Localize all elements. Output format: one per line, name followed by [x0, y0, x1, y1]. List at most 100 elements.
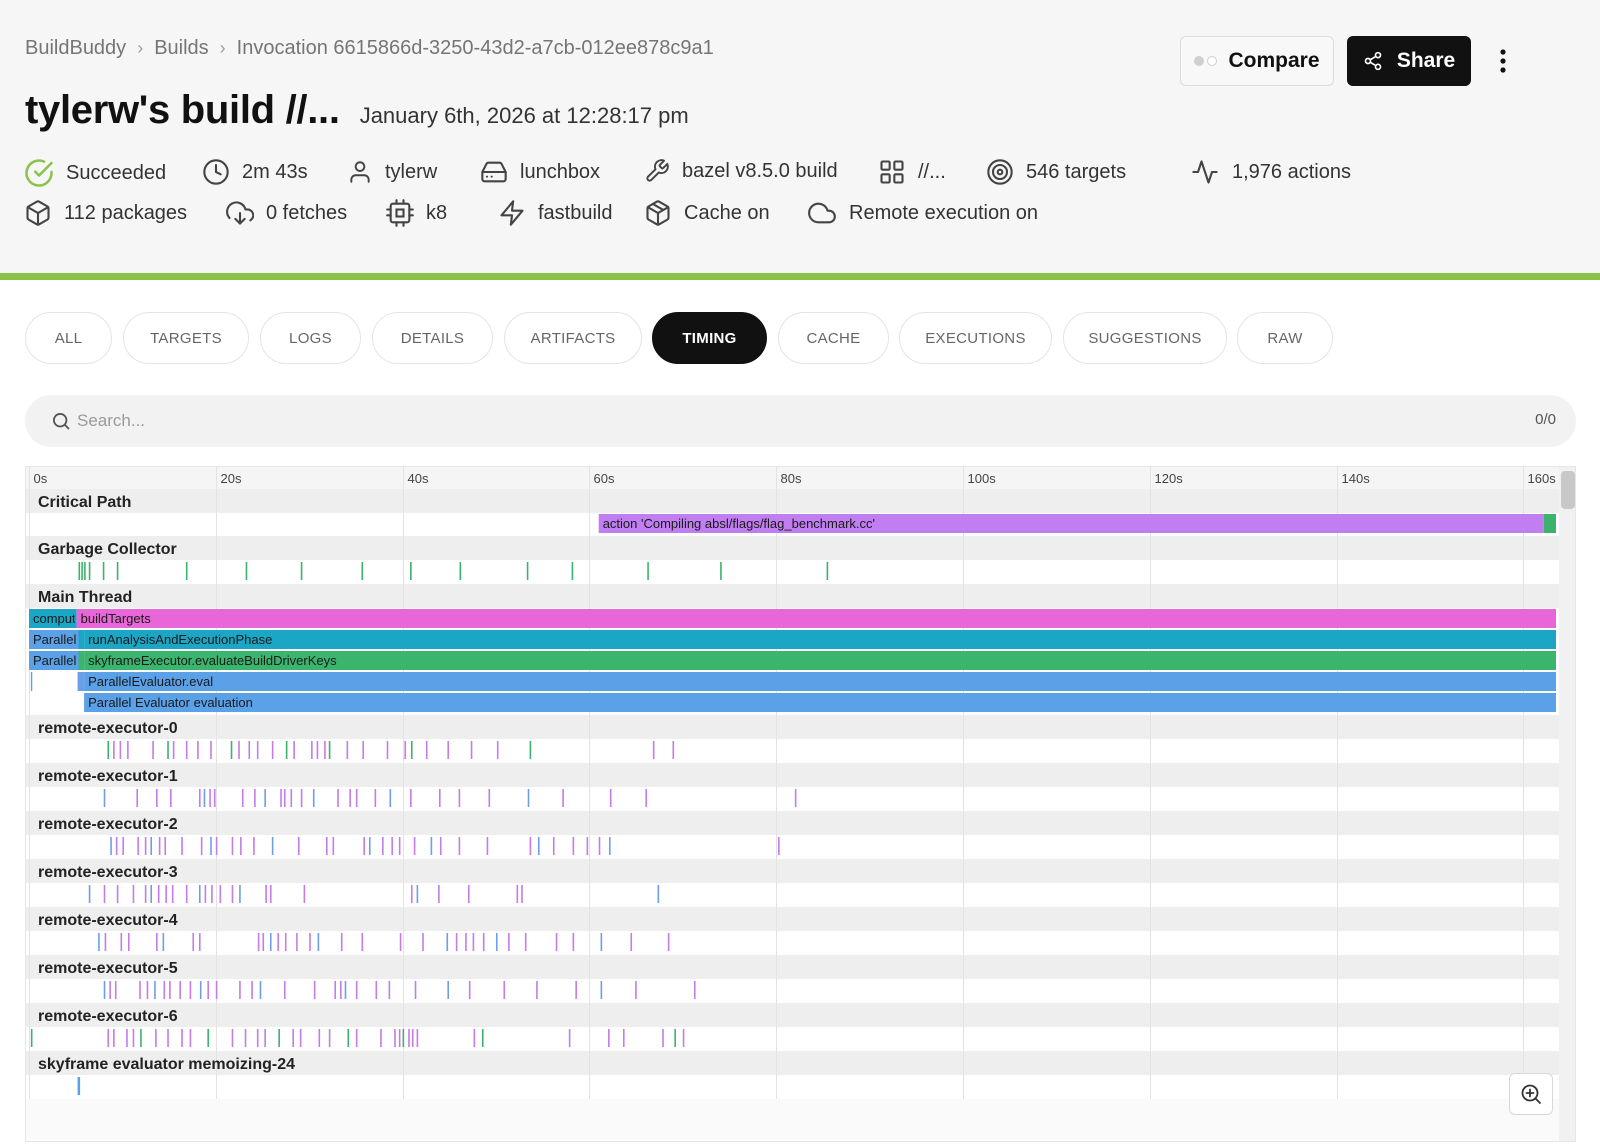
timeline-event-mark [488, 789, 491, 807]
section-body [26, 560, 1559, 584]
timeline-event-mark [355, 789, 358, 807]
timeline-event-mark [189, 1029, 192, 1047]
timeline-event-mark [318, 1029, 321, 1047]
section-header [26, 811, 1559, 835]
stat-compilation-mode: fastbuild [498, 199, 613, 227]
tab-all[interactable]: ALL [25, 312, 112, 364]
timeline-event-mark [127, 933, 130, 951]
flame-chart-canvas[interactable]: 0s 20s 40s 60s 80s 100s 120s 140s 160s Critical P… [26, 467, 1559, 1142]
timeline-event-mark [115, 837, 118, 855]
timeline-event-mark [311, 741, 313, 759]
cloud-icon [808, 202, 836, 224]
timeline-event-mark [355, 981, 358, 999]
timeline-event-mark [422, 933, 424, 951]
zoom-in-button[interactable] [1509, 1073, 1553, 1115]
stat-remote-execution-text: Remote execution on [849, 201, 1039, 224]
timeline-event-mark [241, 789, 244, 807]
timeline-event-mark [657, 885, 660, 903]
tab-targets[interactable]: TARGETS [123, 312, 249, 364]
timeline-block-label: runAnalysisAndExecutionPhase [88, 632, 272, 647]
section-body [26, 931, 1559, 955]
section-header [26, 763, 1559, 787]
section-body [26, 739, 1559, 763]
timeline-event-mark [102, 562, 105, 580]
invocation-header: BuildBuddy › Builds › Invocation 6615866… [0, 0, 1600, 273]
timeline-event-mark [265, 885, 267, 903]
timeline-event-mark [254, 789, 256, 807]
stat-cache: Cache on [644, 199, 770, 227]
stat-host[interactable]: lunchbox [480, 158, 600, 186]
tab-cache[interactable]: CACHE [778, 312, 889, 364]
timeline-event-mark [280, 789, 282, 807]
timeline-event-mark [185, 741, 188, 759]
timeline-event-mark [410, 741, 413, 759]
tab-artifacts[interactable]: ARTIFACTS [504, 312, 642, 364]
timeline-scrollbar-thumb[interactable] [1561, 471, 1575, 509]
zap-icon [500, 200, 524, 226]
timeline-block [84, 651, 1556, 670]
tab-suggestions[interactable]: SUGGESTIONS [1063, 312, 1227, 364]
timeline-event-mark [375, 981, 378, 999]
timeline-event-mark [647, 562, 649, 580]
timeline-event-mark [413, 837, 416, 855]
timeline-block-label: skyframeExecutor.evaluateBuildDriverKeys [88, 653, 337, 668]
timeline-event-mark [211, 885, 213, 903]
timeline-event-mark [170, 789, 172, 807]
timeline-event-mark [278, 1029, 280, 1047]
timeline-event-mark [162, 933, 165, 951]
timeline-event-mark [154, 981, 156, 999]
tab-timing[interactable]: TIMING [652, 312, 767, 364]
timeline-event-mark [259, 981, 262, 999]
stat-cache-text: Cache on [684, 201, 770, 224]
timeline-event-mark [238, 741, 240, 759]
target-icon [987, 159, 1013, 185]
share-button[interactable]: Share [1347, 36, 1471, 86]
timeline-event-mark [251, 981, 253, 999]
timeline-event-mark [269, 933, 272, 951]
timeline-event-mark [156, 933, 158, 951]
timeline-block-label: Parallel Evaluator evaluation [88, 695, 253, 710]
stat-remote-execution: Remote execution on [807, 199, 1038, 227]
breadcrumb-buildbuddy-link[interactable]: BuildBuddy [25, 37, 127, 59]
stat-status: Succeeded [24, 158, 166, 188]
timeline-event-mark [293, 741, 295, 759]
timeline-event-mark [349, 789, 351, 807]
share-icon [1364, 51, 1382, 71]
grid-icon [880, 160, 904, 184]
tab-executions[interactable]: EXECUTIONS [899, 312, 1052, 364]
more-options-icon[interactable] [1486, 44, 1520, 78]
cloud-download-icon [226, 201, 254, 225]
wrench-icon [646, 159, 669, 182]
timeline-event-mark [114, 981, 117, 999]
timeline-scrollbar[interactable] [1559, 467, 1575, 1141]
stat-user[interactable]: tylerw [347, 158, 437, 186]
tab-details[interactable]: DETAILS [372, 312, 493, 364]
search-input[interactable] [77, 405, 1457, 437]
stat-pattern[interactable]: //... [878, 158, 946, 186]
timeline-event-mark [337, 789, 339, 807]
compare-button[interactable]: Compare [1180, 36, 1334, 86]
timeline-event-mark [662, 1029, 664, 1047]
timeline-event-mark [113, 741, 115, 759]
timeline-event-mark [219, 885, 222, 903]
timeline-event-mark [529, 741, 532, 759]
timeline-event-mark [794, 789, 797, 807]
timeline-event-mark [410, 885, 413, 903]
stat-actions[interactable]: 1,976 actions [1190, 158, 1351, 186]
stat-command: bazel v8.5.0 build [644, 158, 838, 184]
stat-targets[interactable]: 546 targets [986, 158, 1126, 186]
tab-raw[interactable]: RAW [1237, 312, 1333, 364]
breadcrumb-builds-link[interactable]: Builds [154, 37, 209, 59]
timeline-event-mark [244, 1029, 247, 1047]
timeline-event-mark [185, 562, 188, 580]
tab-logs[interactable]: LOGS [260, 312, 361, 364]
timeline-event-mark [682, 1029, 685, 1047]
timeline-event-mark [199, 981, 202, 999]
timeline-block-label: buildTargets [81, 611, 152, 626]
timeline-event-mark [446, 933, 449, 951]
stat-duration: 2m 43s [202, 158, 308, 186]
timing-flame-chart[interactable]: 0s 20s 40s 60s 80s 100s 120s 140s 160s Critical P… [25, 466, 1576, 1142]
timeline-event-mark [458, 837, 461, 855]
timeline-event-mark [363, 837, 365, 855]
timeline-event-mark [309, 933, 311, 951]
